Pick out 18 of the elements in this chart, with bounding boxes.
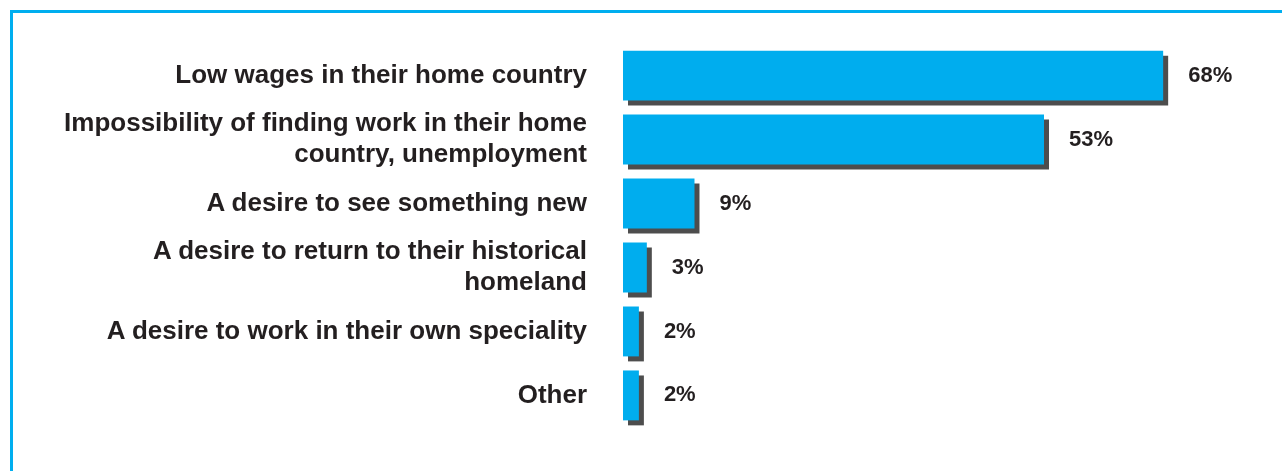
bar	[623, 306, 639, 357]
data-label: 2%	[663, 381, 696, 407]
y-tick-label: A desire to work in their own speciality	[106, 314, 588, 345]
data-label: 53%	[1069, 125, 1114, 151]
data-label: 68%	[1188, 61, 1233, 87]
y-tick-label: A desire to return to their historical homeland	[153, 235, 587, 297]
data-label: 3%	[671, 253, 704, 279]
y-tick-label: A desire to see something new	[206, 186, 588, 217]
y-tick-label: Impossibility of finding work in their home country, unemployment	[64, 107, 588, 169]
data-label: 9%	[719, 189, 752, 215]
y-tick-label: Low wages in their home country	[175, 58, 588, 89]
y-tick-label: Other	[517, 378, 587, 409]
data-label: 2%	[663, 317, 696, 343]
bar	[623, 50, 1164, 101]
bar	[623, 178, 695, 229]
bar	[623, 242, 647, 293]
bar	[623, 114, 1045, 165]
bar	[623, 370, 639, 421]
